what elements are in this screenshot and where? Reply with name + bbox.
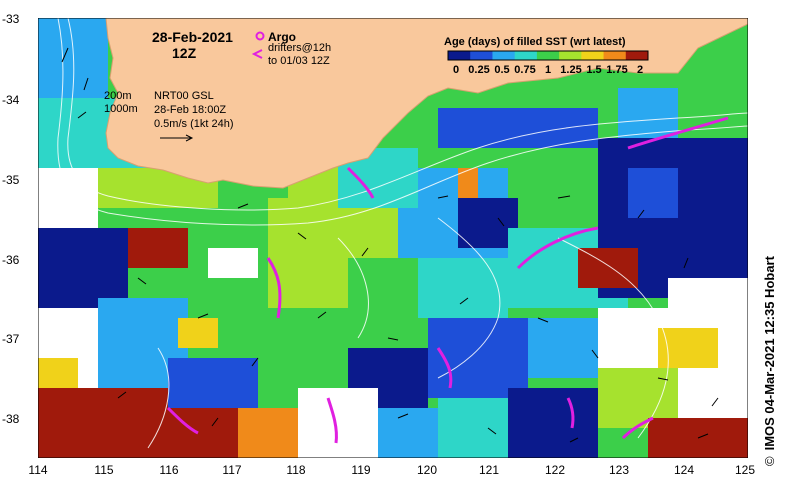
gsl-label: NRT00 GSL [154,90,214,102]
contour-200-label: 200m [104,90,132,102]
sst-map: 28-Feb-2021 12Z Argo drifters@12h to 01/… [38,18,748,458]
colorbar-swatch [470,51,493,60]
colorbar-frame [447,50,649,61]
colorbar-tick-label: 1.5 [586,64,601,76]
vector-scale-label: 0.5m/s (1kt 24h) [154,118,233,130]
sst-patches [38,18,748,458]
colorbar-tick-label: 0 [453,64,459,76]
date-label: 28-Feb-2021 [152,29,233,45]
lon-tick: 119 [351,463,371,477]
lat-tick: -36 [2,253,20,267]
colorbar-swatch [625,51,649,60]
lon-tick: 124 [673,463,695,477]
contour-1000-label: 1000m [104,103,138,115]
bathymetry-contours [57,18,748,449]
lon-tick: 115 [94,463,114,477]
lat-tick: -35 [2,173,20,187]
drifters-label-1: drifters@12h [268,42,331,54]
colorbar-tick-label: 0.75 [514,64,535,76]
copyright-symbol: © [762,456,777,466]
lon-tick: 125 [734,463,756,477]
lon-tick: 122 [544,463,566,477]
lon-tick: 114 [28,463,48,477]
colorbar-title: Age (days) of filled SST (wrt latest) [444,36,626,48]
time-label: 12Z [172,45,197,61]
colorbar-tick-label: 1 [545,64,551,76]
gsl-time: 28-Feb 18:00Z [154,104,226,116]
colorbar-tick-label: 1.75 [606,64,627,76]
colorbar-tick-label: 1.25 [560,64,581,76]
lon-tick: 117 [222,463,242,477]
colorbar-tick-label: 0.25 [468,64,489,76]
colorbar-swatch [492,51,516,60]
colorbar-swatches [447,50,649,61]
lon-tick: 120 [416,463,438,477]
lon-tick: 118 [286,463,306,477]
lon-tick: 121 [478,463,500,477]
argo-label: Argo [268,30,296,44]
lat-tick: -33 [2,12,20,26]
colorbar-swatch [448,51,471,60]
credit-line: © IMOS 04-Mar-2021 12:35 Hobart [762,256,777,466]
colorbar-swatch [514,51,538,60]
colorbar-swatch [536,51,560,60]
lon-tick: 116 [159,463,179,477]
colorbar-tick-label: 2 [637,64,643,76]
lat-tick: -37 [2,332,20,346]
argo-marker-icon [255,31,265,41]
colorbar-swatch [603,51,627,60]
credit-text: IMOS 04-Mar-2021 12:35 Hobart [762,256,777,451]
colorbar-swatch [581,51,605,60]
lat-tick: -34 [2,93,20,107]
colorbar-swatch [559,51,582,60]
colorbar-tick-label: 0.5 [494,64,509,76]
velocity-vectors [61,47,719,443]
lat-tick: -38 [2,412,20,426]
drifters-label-2: to 01/03 12Z [268,55,330,67]
colorbar-ticks: 0 0.25 0.5 0.75 1 1.25 1.5 1.75 2 [453,64,643,76]
vector-scale-arrow-icon [160,134,194,142]
drifter-tracks [166,116,729,444]
lon-tick: 123 [608,463,630,477]
drifter-marker-icon [251,49,263,59]
